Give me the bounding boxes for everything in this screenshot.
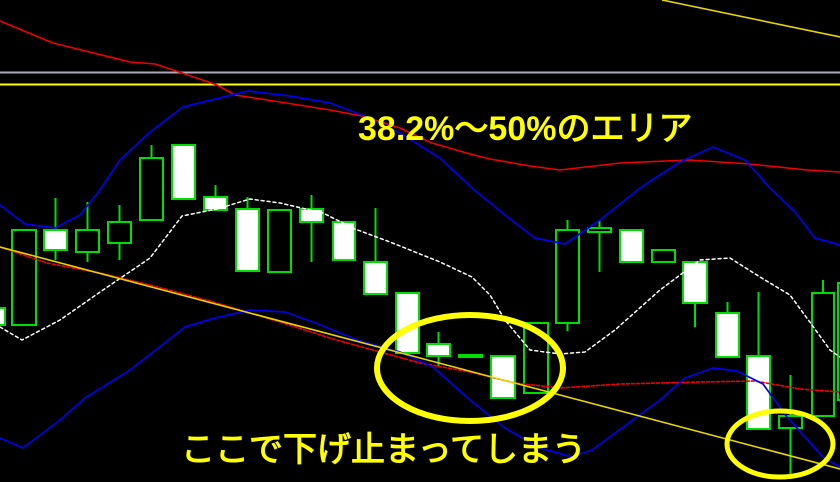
candle-body: [587, 227, 612, 233]
ma-red-lower-line: [0, 246, 840, 393]
candle-body: [619, 229, 644, 263]
candle-body: [107, 221, 132, 244]
candle-body: [11, 229, 37, 326]
fib-area-annotation: 38.2%～50%のエリア: [358, 110, 693, 148]
highlight-ellipse-mid: [374, 312, 566, 424]
candle-body: [555, 229, 580, 324]
candle-body: [139, 157, 164, 221]
candle-body: [299, 208, 324, 223]
candle-body: [0, 307, 6, 326]
candle-body: [75, 229, 100, 253]
ma-white-line: [0, 198, 840, 358]
highlight-ellipse-right: [724, 408, 836, 480]
ma-red-upper-line: [0, 20, 840, 173]
trendline-main: [0, 246, 840, 470]
trendline-upper-right: [661, 0, 840, 38]
candle-body: [651, 249, 676, 263]
candle-body: [267, 209, 292, 273]
candle-body: [458, 354, 483, 358]
bollinger-upper-line: [0, 90, 840, 246]
bollinger-lower-line: [0, 309, 840, 468]
candle-body: [43, 229, 68, 251]
candle-body: [682, 261, 708, 304]
candle-body: [363, 261, 388, 295]
candle-body: [811, 292, 835, 417]
candle-body: [332, 221, 356, 261]
candle-body: [171, 144, 196, 200]
candle-body: [235, 208, 260, 272]
candle-body: [715, 312, 740, 358]
candle-body: [837, 282, 840, 401]
candle-body: [426, 343, 451, 357]
support-stall-annotation: ここで下げ止まってしまう: [181, 431, 586, 469]
candle-body: [203, 196, 228, 211]
